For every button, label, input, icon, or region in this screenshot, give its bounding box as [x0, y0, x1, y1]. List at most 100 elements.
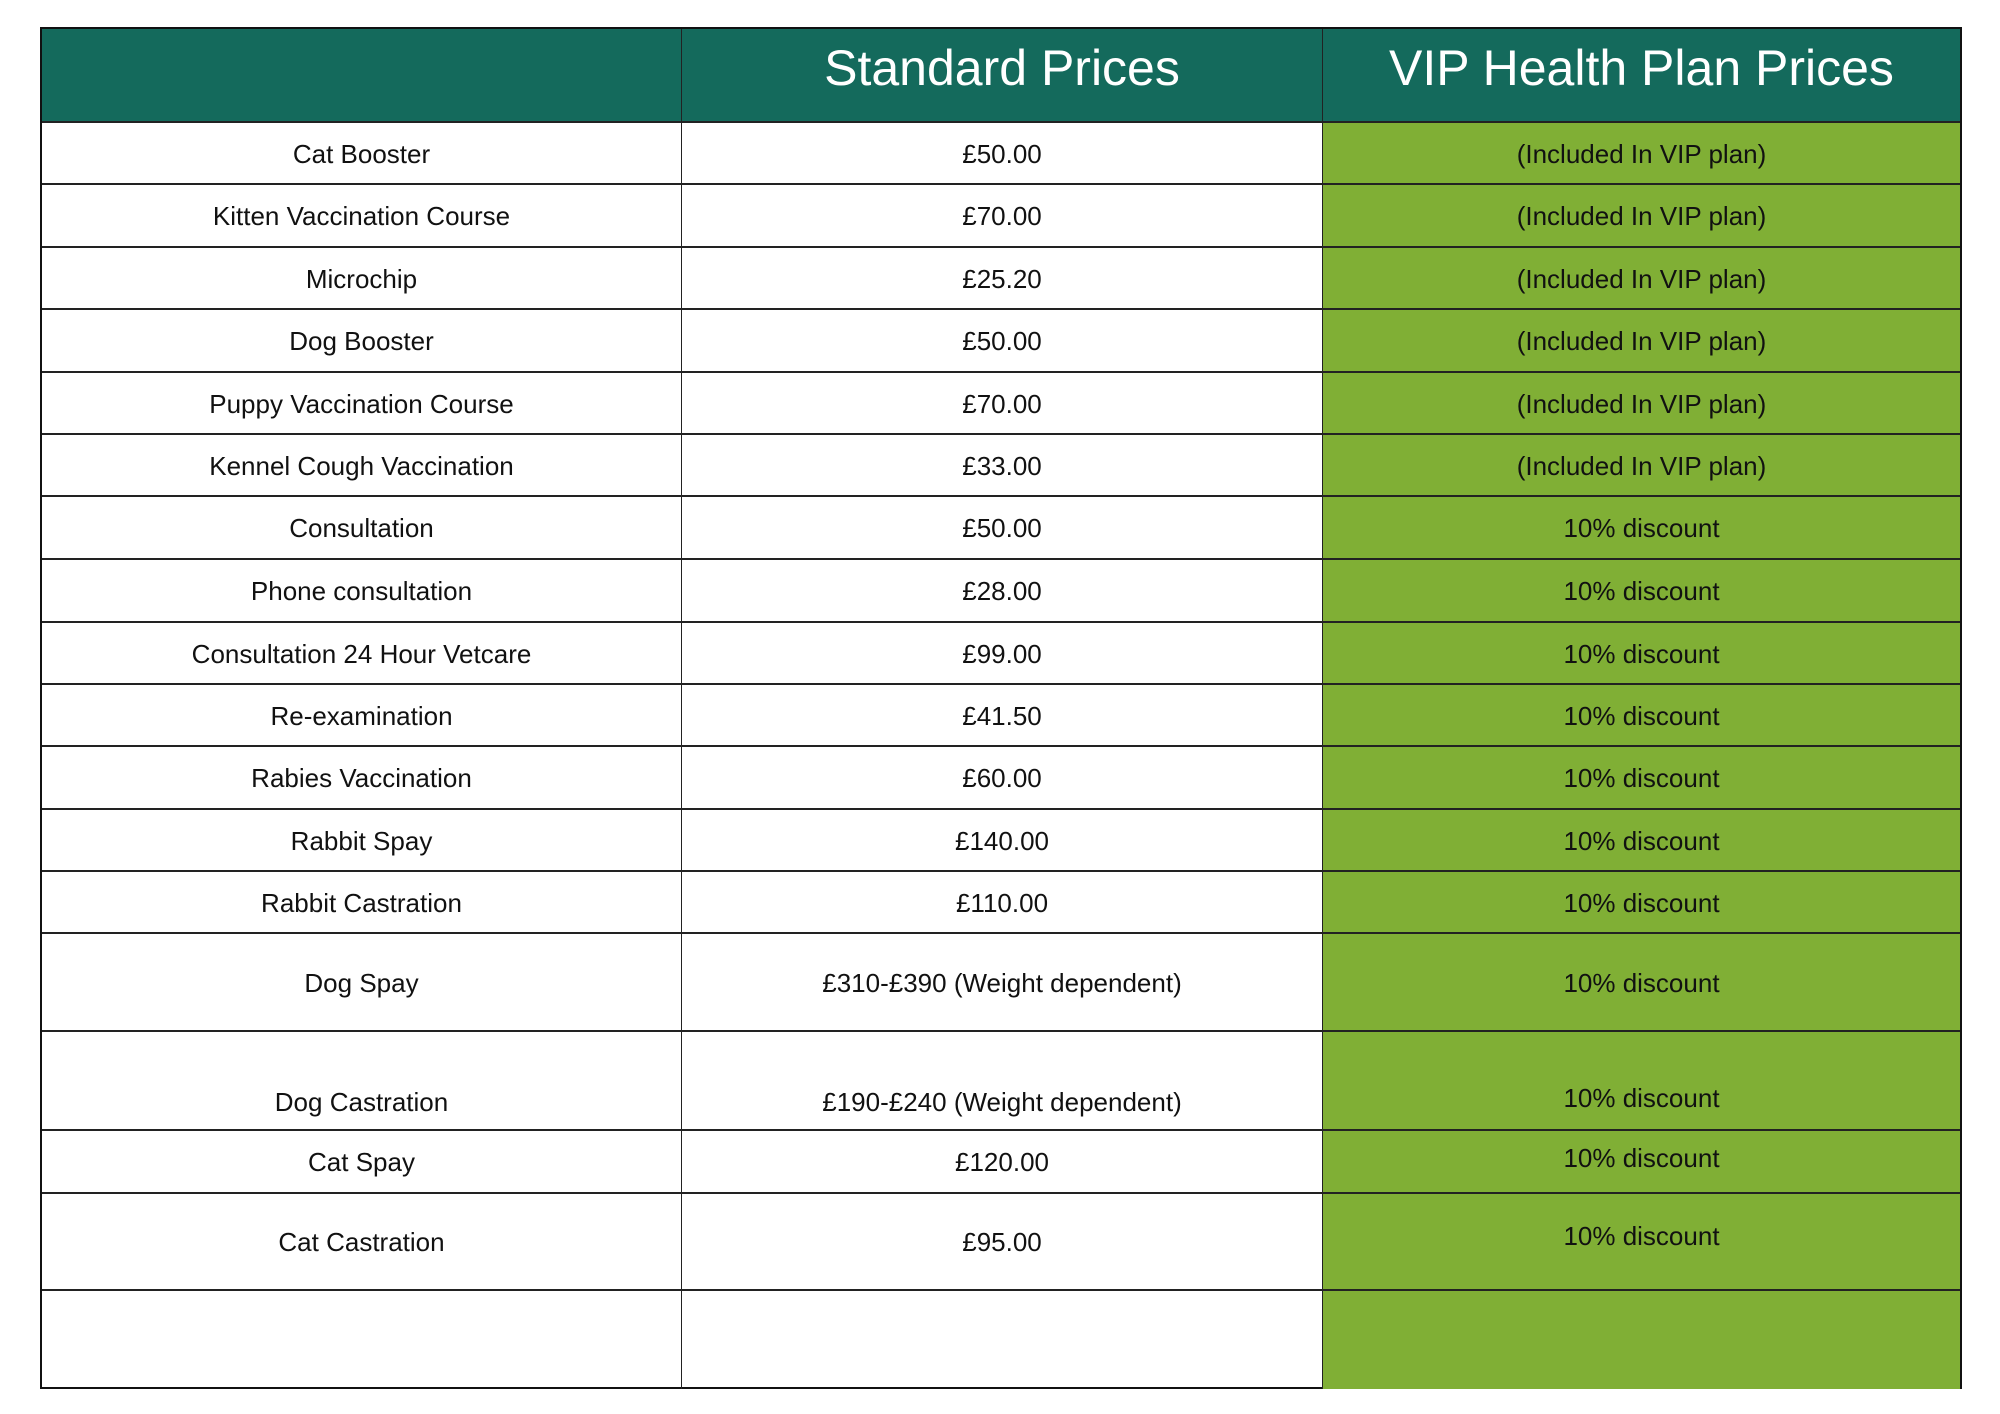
table-row: Phone consultation £28.00 10% discount — [42, 560, 1960, 623]
vip-price-cell: 10% discount — [1323, 747, 1960, 808]
service-cell-text: Kitten Vaccination Course — [212, 201, 511, 231]
standard-price-cell — [682, 1291, 1323, 1389]
standard-price-cell-text: £99.00 — [962, 639, 1042, 669]
standard-price-cell: £60.00 — [682, 747, 1323, 808]
standard-price-cell-text: £120.00 — [955, 1147, 1049, 1177]
vip-price-cell-text: 10% discount — [1563, 576, 1720, 606]
standard-price-cell-text: £190-£240 (Weight dependent) — [822, 1087, 1182, 1117]
vip-price-cell: (Included In VIP plan) — [1323, 310, 1960, 371]
vip-price-cell-text: 10% discount — [1563, 826, 1720, 856]
standard-price-cell: £41.50 — [682, 685, 1323, 745]
service-cell-text: Phone consultation — [250, 576, 473, 606]
service-cell-text: Consultation 24 Hour Vetcare — [191, 639, 532, 669]
standard-price-cell-text: £70.00 — [962, 389, 1042, 419]
table-row: Rabies Vaccination £60.00 10% discount — [42, 747, 1960, 810]
table-header-row: Standard Prices VIP Health Plan Prices — [42, 29, 1960, 123]
standard-price-cell: £140.00 — [682, 810, 1323, 870]
vip-price-cell: 10% discount — [1323, 497, 1960, 558]
service-cell: Kitten Vaccination Course — [42, 185, 682, 246]
standard-price-cell: £50.00 — [682, 310, 1323, 371]
service-cell-text: Consultation — [289, 513, 434, 543]
service-cell: Phone consultation — [42, 560, 682, 621]
standard-price-cell: £70.00 — [682, 373, 1323, 433]
header-cell-service — [42, 29, 682, 121]
vip-price-cell: 10% discount — [1323, 1131, 1960, 1192]
vip-price-cell: 10% discount — [1323, 934, 1960, 1030]
standard-price-cell: £50.00 — [682, 497, 1323, 558]
standard-price-cell-text: £140.00 — [955, 826, 1049, 856]
vip-price-cell: (Included In VIP plan) — [1323, 248, 1960, 308]
vip-price-cell: (Included In VIP plan) — [1323, 435, 1960, 495]
standard-price-cell-text: £95.00 — [962, 1227, 1042, 1257]
vip-price-cell-text: 10% discount — [1563, 513, 1720, 543]
table-row — [42, 1291, 1960, 1389]
service-cell-text: Cat Castration — [278, 1227, 445, 1257]
vip-price-cell-text: 10% discount — [1563, 888, 1720, 918]
service-cell: Puppy Vaccination Course — [42, 373, 682, 433]
vip-price-cell-text: (Included In VIP plan) — [1516, 389, 1767, 419]
table-row: Kennel Cough Vaccination £33.00 (Included … — [42, 435, 1960, 497]
service-cell-text: Rabbit Castration — [261, 888, 462, 918]
vip-price-cell: 10% discount — [1323, 623, 1960, 683]
service-cell-text: Rabbit Spay — [290, 826, 433, 856]
service-cell: Rabies Vaccination — [42, 747, 682, 808]
service-cell: Consultation — [42, 497, 682, 558]
vip-price-cell: (Included In VIP plan) — [1323, 373, 1960, 433]
table-row: Cat Spay £120.00 10% discount — [42, 1131, 1960, 1194]
service-cell: Rabbit Castration — [42, 872, 682, 932]
standard-price-cell-text: £70.00 — [962, 201, 1042, 231]
standard-price-cell: £28.00 — [682, 560, 1323, 621]
standard-price-cell-text: £41.50 — [962, 701, 1042, 731]
standard-price-cell-text: £50.00 — [962, 513, 1042, 543]
service-cell: Dog Castration — [42, 1032, 682, 1129]
standard-price-cell: £50.00 — [682, 123, 1323, 183]
standard-price-cell-text: £28.00 — [962, 576, 1042, 606]
header-label-vip: VIP Health Plan Prices — [1389, 40, 1894, 96]
vip-price-cell: 10% discount — [1323, 872, 1960, 932]
table-row: Cat Booster £50.00 (Included In VIP plan) — [42, 123, 1960, 185]
service-cell: Kennel Cough Vaccination — [42, 435, 682, 495]
vip-price-cell-text: 10% discount — [1563, 639, 1720, 669]
table-row: Kitten Vaccination Course £70.00 (Included… — [42, 185, 1960, 248]
table-row: Dog Castration £190-£240 (Weight dependen… — [42, 1032, 1960, 1131]
service-cell: Re-examination — [42, 685, 682, 745]
vip-price-cell-text: 10% discount — [1563, 1143, 1720, 1173]
standard-price-cell: £190-£240 (Weight dependent) — [682, 1032, 1323, 1129]
vip-price-cell: 10% discount — [1323, 560, 1960, 621]
standard-price-cell: £33.00 — [682, 435, 1323, 495]
header-label-standard: Standard Prices — [824, 40, 1180, 96]
vip-price-cell-text: (Included In VIP plan) — [1516, 326, 1767, 356]
table-row: Microchip £25.20 (Included In VIP plan) — [42, 248, 1960, 310]
vip-price-cell: 10% discount — [1323, 810, 1960, 870]
service-cell: Consultation 24 Hour Vetcare — [42, 623, 682, 683]
vip-price-cell-text: 10% discount — [1563, 1083, 1720, 1113]
vip-price-cell-text: (Included In VIP plan) — [1516, 264, 1767, 294]
table-row: Dog Spay £310-£390 (Weight dependent) 10% … — [42, 934, 1960, 1032]
service-cell-text: Kennel Cough Vaccination — [209, 451, 514, 481]
service-cell: Dog Booster — [42, 310, 682, 371]
vip-price-cell — [1323, 1291, 1960, 1389]
service-cell: Cat Castration — [42, 1194, 682, 1289]
service-cell: Cat Spay — [42, 1131, 682, 1192]
vip-price-cell-text: (Included In VIP plan) — [1516, 201, 1767, 231]
service-cell-text: Rabies Vaccination — [251, 763, 472, 793]
standard-price-cell-text: £50.00 — [962, 326, 1042, 356]
service-cell — [42, 1291, 682, 1389]
table-row: Rabbit Spay £140.00 10% discount — [42, 810, 1960, 872]
standard-price-cell-text: £33.00 — [962, 451, 1042, 481]
service-cell-text: Cat Booster — [292, 139, 431, 169]
table-row: Dog Booster £50.00 (Included In VIP plan) — [42, 310, 1960, 373]
vip-price-cell: (Included In VIP plan) — [1323, 123, 1960, 183]
header-cell-standard: Standard Prices — [682, 29, 1323, 121]
service-cell-text: Dog Spay — [304, 968, 419, 998]
standard-price-cell-text: £60.00 — [962, 763, 1042, 793]
standard-price-cell: £310-£390 (Weight dependent) — [682, 934, 1323, 1030]
vip-price-cell: 10% discount — [1323, 1194, 1960, 1289]
service-cell-text: Dog Castration — [274, 1087, 449, 1117]
header-cell-vip: VIP Health Plan Prices — [1323, 29, 1960, 121]
standard-price-cell-text: £110.00 — [955, 888, 1049, 918]
service-cell-text: Cat Spay — [308, 1147, 415, 1177]
vip-price-cell-text: 10% discount — [1563, 763, 1720, 793]
vip-price-cell-text: 10% discount — [1563, 701, 1720, 731]
service-cell: Rabbit Spay — [42, 810, 682, 870]
